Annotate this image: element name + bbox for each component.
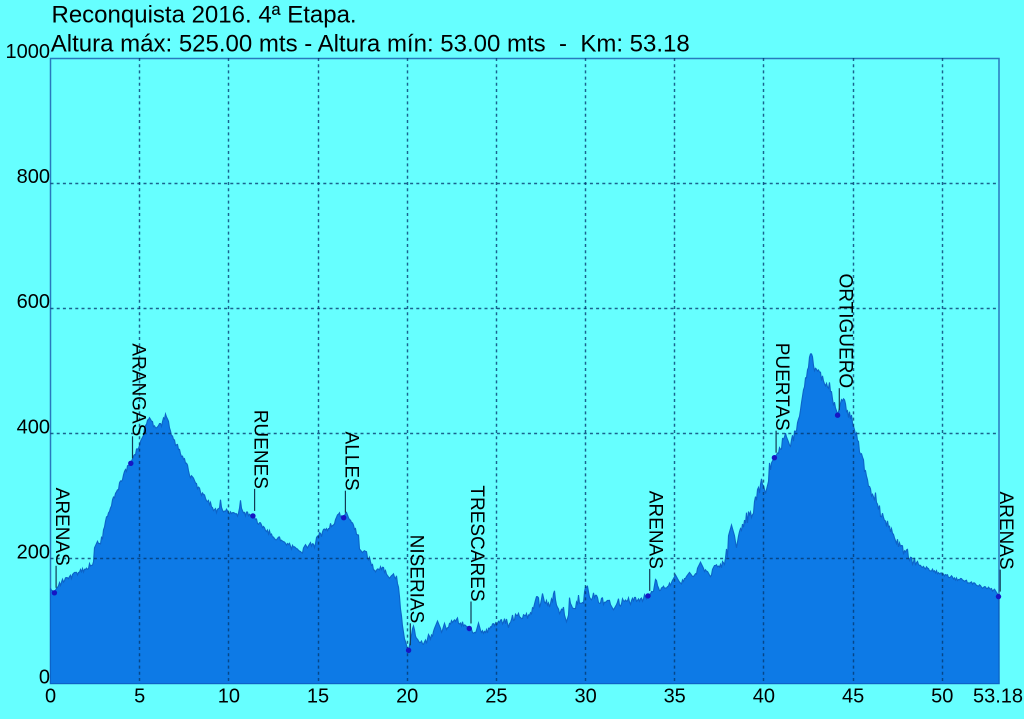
svg-text:Altura máx: 525.00 mts - Altur: Altura máx: 525.00 mts - Altura mín: 53.…	[51, 31, 690, 58]
svg-text:ALLES: ALLES	[340, 432, 361, 491]
svg-text:25: 25	[485, 686, 507, 708]
svg-text:15: 15	[307, 686, 329, 708]
svg-text:NISERIAS: NISERIAS	[405, 535, 426, 624]
svg-text:ORTIGUERO: ORTIGUERO	[834, 273, 855, 388]
svg-text:1000: 1000	[6, 41, 51, 63]
svg-text:10: 10	[218, 686, 240, 708]
svg-text:PUERTAS: PUERTAS	[771, 343, 792, 431]
svg-text:50: 50	[931, 686, 953, 708]
svg-text:RUENES: RUENES	[250, 410, 271, 489]
svg-text:ARENAS: ARENAS	[51, 488, 72, 566]
svg-text:45: 45	[842, 686, 864, 708]
svg-text:0: 0	[39, 667, 50, 689]
svg-text:200: 200	[17, 541, 50, 563]
svg-text:600: 600	[17, 291, 50, 313]
svg-text:30: 30	[574, 686, 596, 708]
svg-text:35: 35	[664, 686, 686, 708]
svg-text:40: 40	[753, 686, 775, 708]
svg-text:TRESCARES: TRESCARES	[466, 485, 487, 601]
svg-text:5: 5	[134, 686, 145, 708]
svg-text:400: 400	[17, 416, 50, 438]
svg-text:53.18: 53.18	[973, 686, 1023, 708]
svg-text:ARENAS: ARENAS	[995, 491, 1016, 569]
svg-text:ARENAS: ARENAS	[645, 491, 666, 569]
svg-text:20: 20	[396, 686, 418, 708]
svg-text:ARANGAS: ARANGAS	[128, 343, 149, 436]
svg-text:0: 0	[45, 686, 56, 708]
svg-text:800: 800	[17, 166, 50, 188]
svg-text:Reconquista 2016. 4ª Etapa.: Reconquista 2016. 4ª Etapa.	[52, 2, 357, 29]
